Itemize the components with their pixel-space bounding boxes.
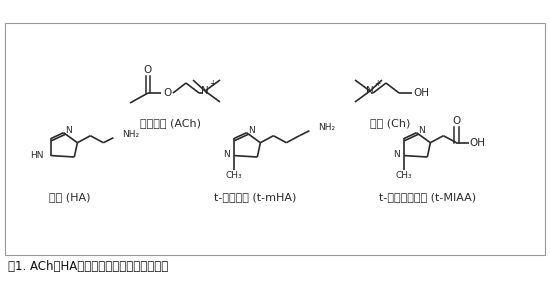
Text: t-甲基组胺 (t-mHA): t-甲基组胺 (t-mHA) <box>214 192 296 202</box>
Text: OH: OH <box>413 88 429 98</box>
Text: HN: HN <box>30 151 43 160</box>
Text: t-甲基咋唠醛酸 (t-MIAA): t-甲基咋唠醛酸 (t-MIAA) <box>379 192 476 202</box>
Text: O: O <box>452 116 460 126</box>
Text: CH₃: CH₃ <box>226 171 243 180</box>
Text: +: + <box>209 80 215 89</box>
Text: 乙酰胆碱 (ACh): 乙酰胆碱 (ACh) <box>140 118 201 128</box>
Text: 胆碱 (Ch): 胆碱 (Ch) <box>370 118 410 128</box>
Text: +: + <box>374 80 380 89</box>
Text: O: O <box>144 65 152 75</box>
Text: N: N <box>65 126 72 135</box>
Text: N: N <box>419 126 425 135</box>
Text: NH₂: NH₂ <box>318 123 336 132</box>
Text: N: N <box>223 150 230 159</box>
Text: NH₂: NH₂ <box>123 130 140 139</box>
Bar <box>5 23 545 255</box>
Text: 图1. ACh、HA及其各自代谢产物的结构式。: 图1. ACh、HA及其各自代谢产物的结构式。 <box>8 260 168 272</box>
Text: OH: OH <box>469 138 486 148</box>
Text: CH₃: CH₃ <box>396 171 412 180</box>
Text: O: O <box>163 88 171 98</box>
Text: N: N <box>201 86 209 96</box>
Text: N: N <box>366 86 374 96</box>
Text: N: N <box>249 126 255 135</box>
Text: 组胺 (HA): 组胺 (HA) <box>50 192 91 202</box>
Text: N: N <box>393 150 400 159</box>
